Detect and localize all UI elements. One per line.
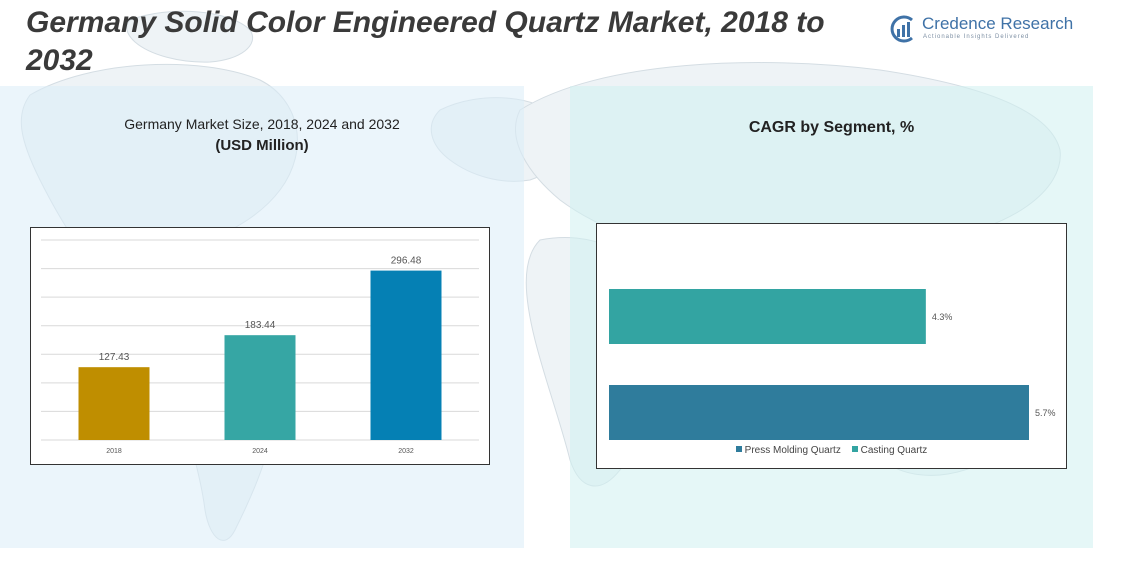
bar-2018 bbox=[78, 367, 150, 440]
logo-tagline: Actionable Insights Delivered bbox=[923, 34, 1030, 40]
cagr-chart-title: CAGR by Segment, % bbox=[748, 119, 915, 136]
bar-press-molding bbox=[609, 385, 1029, 440]
market-size-chart-title: Germany Market Size, 2018, 2024 and 2032 bbox=[124, 116, 400, 132]
market-size-chart-frame: 127.43 2018 183.44 2024 296.48 2032 bbox=[30, 227, 490, 465]
data-label-2032: 296.48 bbox=[391, 256, 422, 267]
credence-research-logo: Credence Research Actionable Insights De… bbox=[888, 12, 1078, 46]
data-label-casting: 4.3% bbox=[932, 312, 953, 322]
cagr-panel: CAGR by Segment, % 4.3% 5.7% Press Moldin… bbox=[570, 86, 1093, 548]
x-tick-label-2032: 2032 bbox=[398, 448, 414, 455]
legend-item-casting: Casting Quartz bbox=[851, 445, 928, 456]
legend-item-press-molding: Press Molding Quartz bbox=[735, 445, 841, 456]
logo-icon bbox=[890, 15, 913, 43]
cagr-bar-chart: 4.3% 5.7% bbox=[609, 289, 1056, 440]
bar-casting bbox=[609, 289, 926, 344]
legend-swatch-press-molding bbox=[735, 446, 742, 452]
legend-swatch-casting bbox=[851, 446, 858, 452]
page-title: Germany Solid Color Engineered Quartz Ma… bbox=[26, 6, 825, 77]
legend-label-press-molding: Press Molding Quartz bbox=[744, 445, 841, 456]
market-size-chart-subtitle: (USD Million) bbox=[215, 137, 309, 154]
data-label-2024: 183.44 bbox=[245, 320, 276, 331]
data-label-press-molding: 5.7% bbox=[1035, 408, 1056, 418]
market-size-panel: Germany Market Size, 2018, 2024 and 2032… bbox=[0, 86, 524, 548]
bar-2024 bbox=[224, 335, 296, 440]
x-tick-label-2018: 2018 bbox=[106, 448, 122, 455]
x-tick-label-2024: 2024 bbox=[252, 448, 268, 455]
cagr-chart-frame: 4.3% 5.7% Press Molding Quartz Casting Qu… bbox=[596, 223, 1067, 469]
data-label-2018: 127.43 bbox=[99, 352, 130, 363]
legend-label-casting: Casting Quartz bbox=[860, 445, 928, 456]
market-size-bar-chart: 127.43 2018 183.44 2024 296.48 2032 bbox=[41, 239, 479, 455]
logo-name: Credence Research bbox=[922, 14, 1074, 33]
cagr-legend: Press Molding Quartz Casting Quartz bbox=[597, 445, 1066, 456]
bar-2032 bbox=[370, 270, 442, 440]
